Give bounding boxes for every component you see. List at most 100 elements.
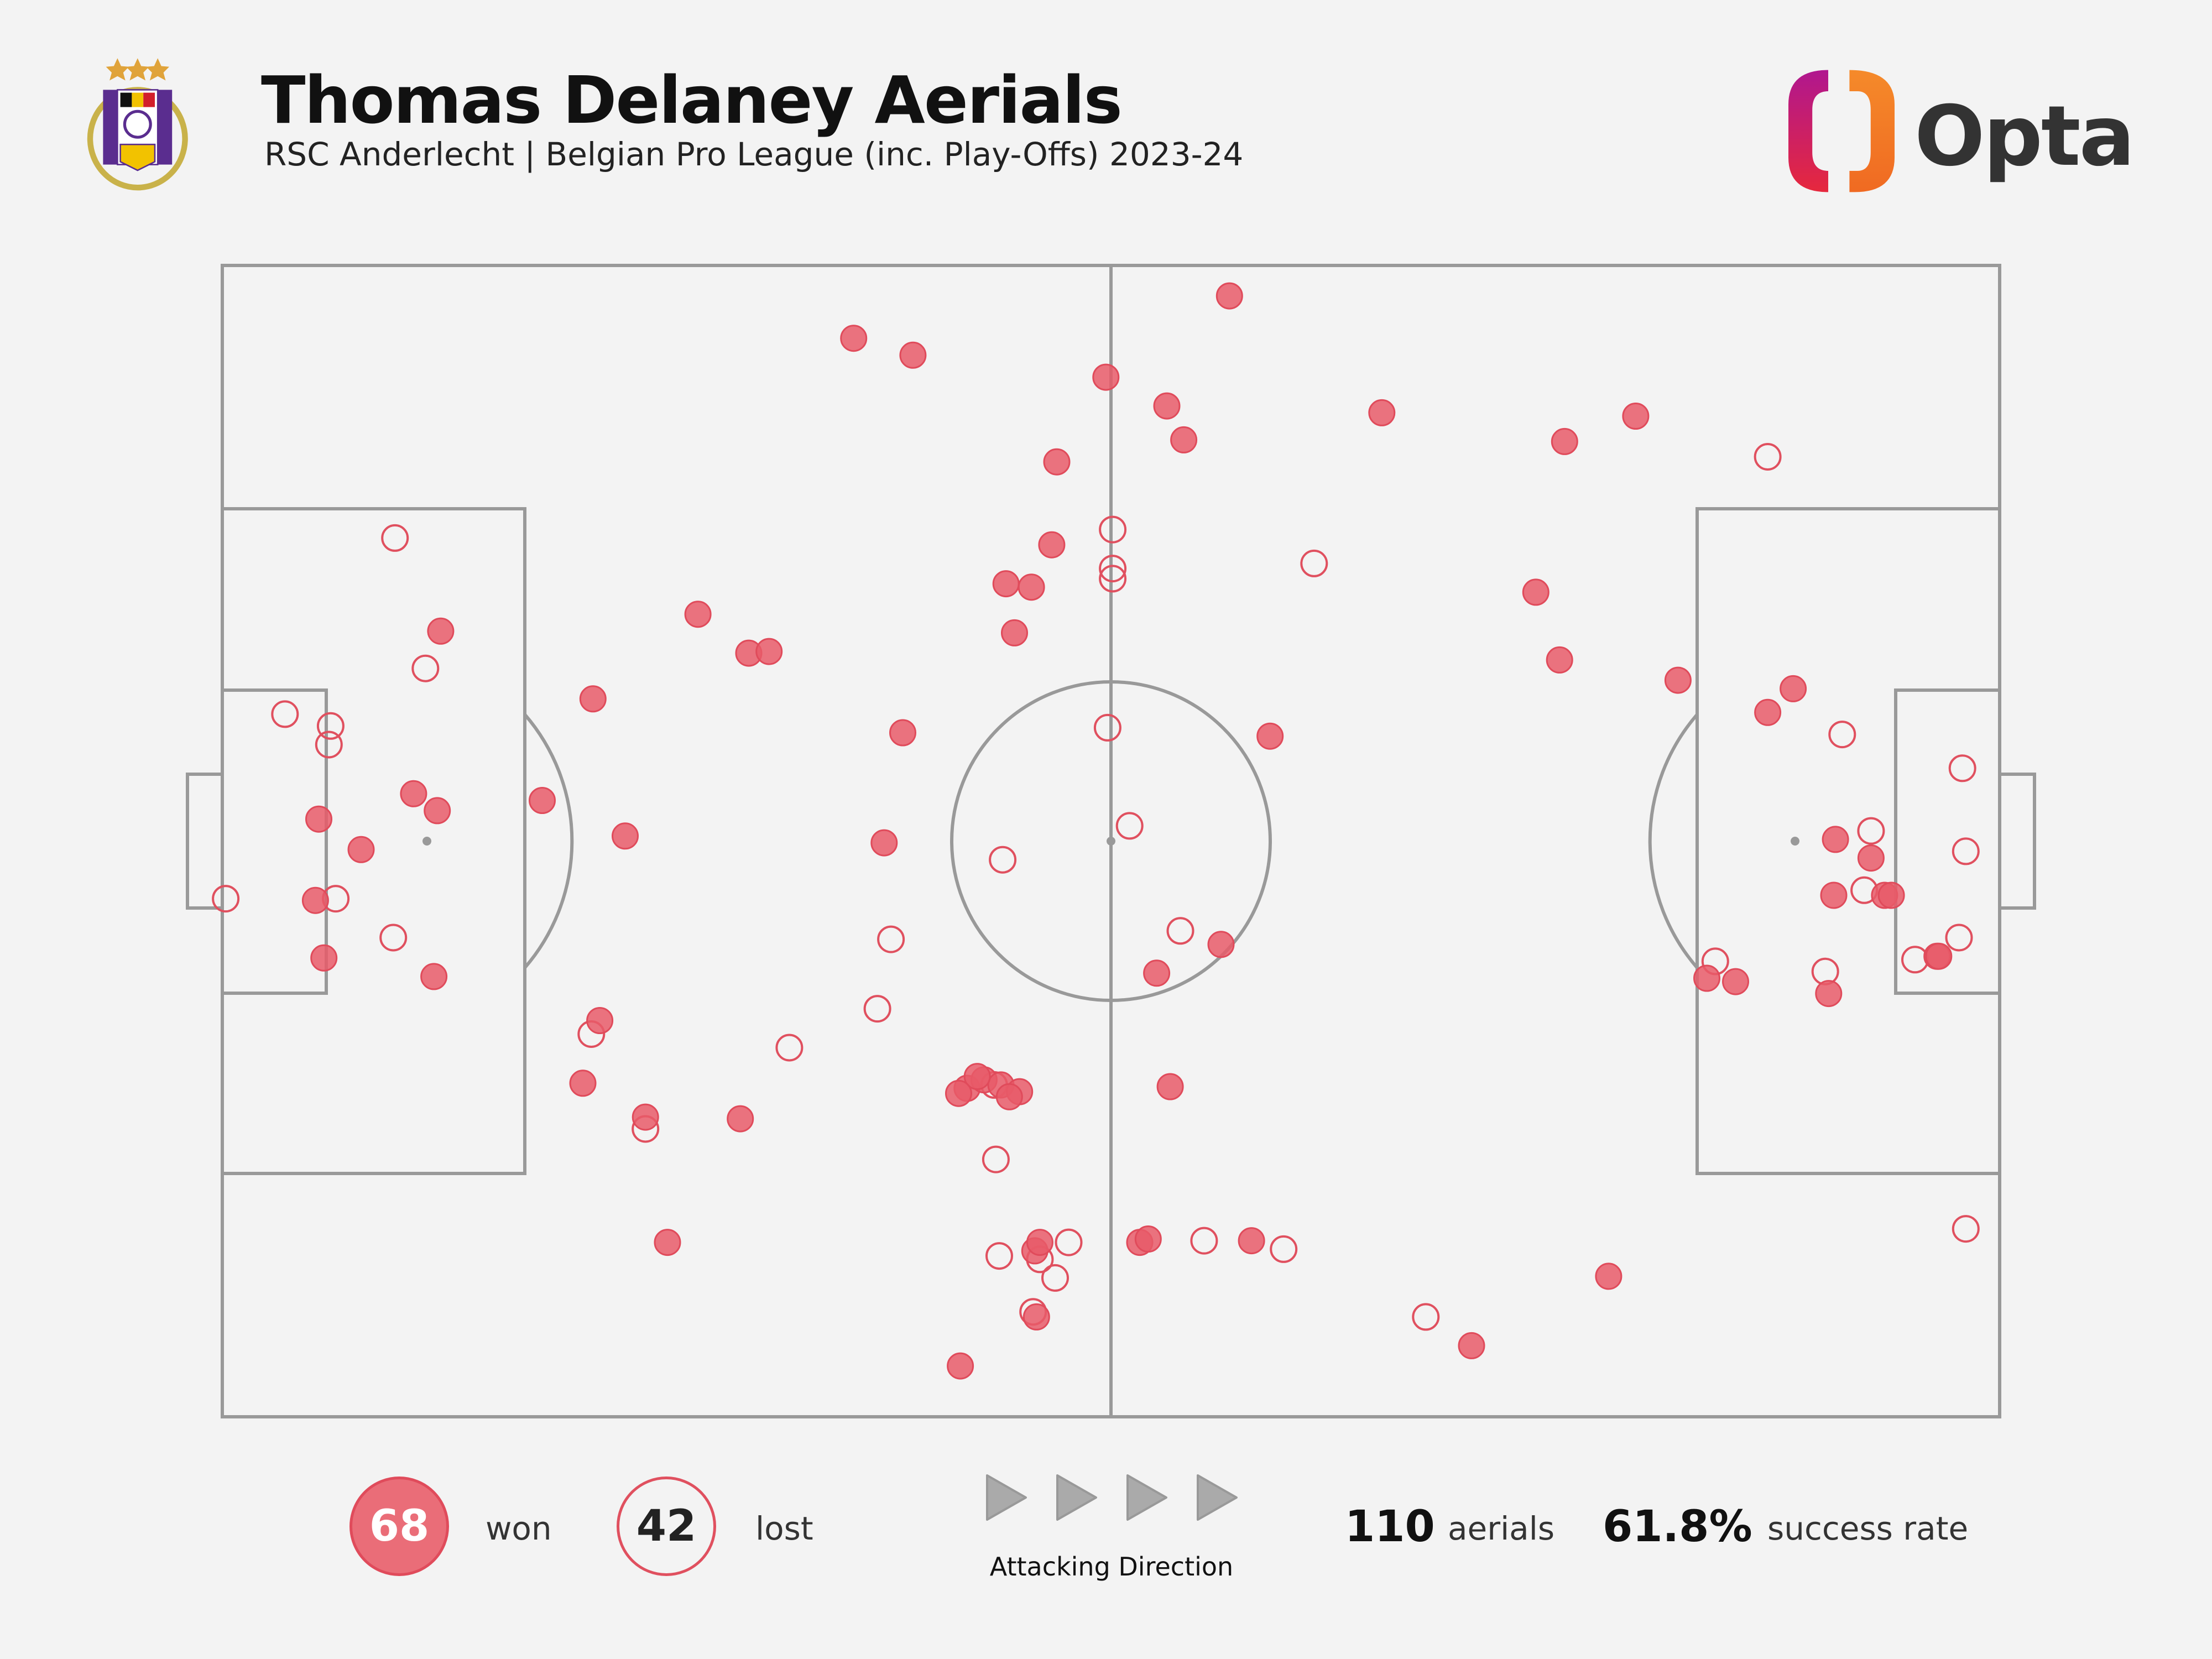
opta-logo-icon [1788,70,1895,192]
direction-arrow-icon [1126,1474,1167,1521]
attacking-direction-label: Attacking Direction [989,1552,1234,1582]
aerial-won-point [586,1007,614,1034]
aerial-won-point [1664,666,1692,694]
aerial-won-point [632,1103,659,1131]
aerial-won-point [1153,392,1181,420]
aerial-won-point [1622,403,1650,430]
aerial-won-point [1877,881,1905,909]
direction-arrow-icon [986,1474,1027,1521]
aerial-lost-point [1099,555,1127,583]
aerial-lost-point [1190,1227,1218,1255]
left-penalty-spot [422,837,431,846]
aerial-won-point [301,886,329,914]
aerial-won-point [899,341,927,369]
aerial-won-point [1001,619,1028,646]
aerial-won-point [427,617,455,645]
aerial-won-point [1026,1229,1053,1256]
lost-aerials-series [212,443,1980,1331]
aerial-lost-point [315,731,343,759]
aerial-won-point [579,685,607,713]
aerial-won-point [305,805,332,833]
aerial-won-point [1018,573,1045,601]
aerials-label: aerials [1448,1510,1555,1547]
aerial-won-point [1238,1227,1265,1255]
aerial-won-point [684,601,712,628]
aerial-lost-point [985,1242,1013,1270]
aerial-won-point [945,1079,972,1107]
aerial-lost-point [775,1034,804,1062]
aerial-lost-point [1754,443,1782,471]
aerial-lost-point [271,700,299,728]
aerial-won-point [1857,844,1885,872]
aerial-lost-point [1952,837,1980,865]
aerial-won-point [1925,942,1953,970]
aerial-won-point [1092,363,1120,391]
aerial-won-point [1215,282,1243,310]
aerial-lost-point [1166,917,1194,945]
anderlecht-crest-logo [87,58,188,191]
aerial-lost-point [1300,549,1328,577]
aerial-won-point [1038,531,1066,559]
aerial-lost-point [989,846,1017,874]
chart-title: Thomas Delaney Aerials [261,62,1123,138]
centre-spot [1107,837,1115,846]
aerial-won-point [1458,1332,1485,1359]
aerial-lost-point [1099,565,1127,593]
aerial-won-point [347,836,375,863]
attacking-direction-arrows [986,1474,1238,1521]
aerial-lost-point [1952,1215,1980,1243]
aerial-won-point [569,1070,597,1097]
aerial-lost-point [316,712,345,740]
aerial-won-point [1256,722,1284,750]
aerial-won-point [889,719,916,747]
aerial-lost-point [212,885,240,913]
aerial-won-point [310,944,338,972]
aerial-won-point [1693,964,1720,992]
aerial-won-point [995,1083,1023,1110]
aerial-won-point [1043,448,1071,476]
aerial-won-point [963,1063,991,1091]
aerial-won-point [1546,646,1573,674]
aerial-lost-point [1115,812,1144,840]
opta-brand-text: Opta [1914,88,2135,185]
aerial-won-point [1134,1225,1162,1253]
aerial-lost-point [1828,721,1856,749]
right-penalty-spot [1791,837,1799,846]
aerial-lost-point [1270,1235,1298,1263]
direction-arrow-icon [1056,1474,1097,1521]
aerial-won-point [755,638,783,665]
aerial-lost-point [1099,515,1127,544]
aerial-won-point [947,1352,974,1380]
lost-count-badge: 42 [617,1477,716,1576]
aerial-lost-point [1041,1264,1069,1292]
aerial-won-point [1368,399,1396,426]
won-label: won [486,1510,552,1547]
aerial-won-point [1022,1303,1050,1331]
aerial-won-point [529,787,556,814]
success-rate-value: 61.8% [1603,1502,1752,1552]
aerial-lost-point [1093,713,1121,742]
chart-subtitle: RSC Anderlecht | Belgian Pro League (inc… [264,135,1244,173]
aerial-lost-point [982,1145,1010,1173]
direction-arrow-icon [1197,1474,1238,1521]
aerial-won-point [727,1105,754,1133]
won-aerials-series [301,282,1953,1380]
aerial-lost-point [411,654,440,682]
aerial-won-point [1754,698,1782,726]
aerial-won-point [1815,980,1843,1008]
aerial-lost-point [1412,1303,1440,1331]
aerial-won-point [1207,931,1235,958]
won-count-badge: 68 [349,1477,449,1576]
aerial-won-point [400,780,427,807]
success-rate-label: success rate [1767,1510,1969,1547]
aerial-lost-point [1055,1228,1083,1256]
aerial-won-point [654,1229,681,1256]
aerial-lost-point [1945,924,1973,952]
aerial-won-point [1820,881,1848,909]
aerial-lost-point [379,924,408,952]
aerial-won-point [1780,675,1807,702]
aerial-won-point [420,963,448,990]
aerial-won-point [1143,959,1171,987]
aerial-won-point [1822,826,1849,853]
